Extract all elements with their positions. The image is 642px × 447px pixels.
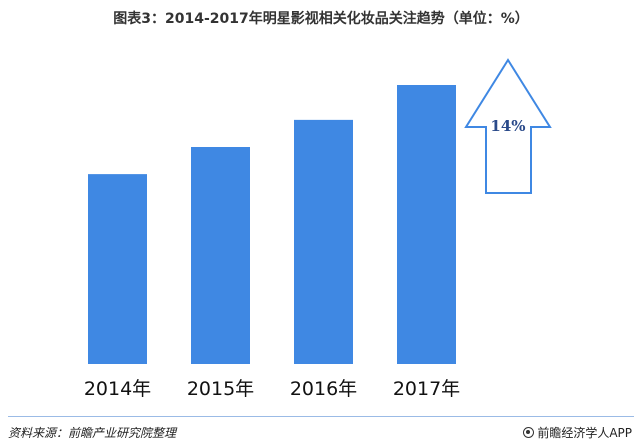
footer-divider: [8, 416, 634, 417]
brand-logo-icon: [523, 427, 535, 438]
x-axis-labels: 2014年 2015年 2016年 2017年: [84, 378, 460, 400]
brand-credit: 前瞻经济学人APP: [523, 424, 632, 441]
growth-rate-label: 14%: [490, 117, 525, 135]
bar-group: [88, 85, 456, 364]
growth-annotation: 14%: [464, 58, 552, 194]
chart-title: 图表3：2014-2017年明星影视相关化妆品关注趋势（单位：%）: [113, 11, 529, 27]
bar-2: [294, 119, 353, 364]
source-note: 资料来源：前瞻产业研究院整理: [8, 426, 177, 440]
brand-label: 前瞻经济学人APP: [537, 426, 632, 440]
x-tick-label-2: 2016年: [290, 378, 357, 400]
bar-3: [397, 85, 456, 364]
up-arrow-icon: [464, 58, 552, 194]
x-tick-label-1: 2015年: [187, 378, 254, 400]
bar-0: [88, 174, 147, 364]
bar-1: [191, 147, 250, 364]
x-tick-label-0: 2014年: [84, 378, 151, 400]
x-tick-label-3: 2017年: [393, 378, 460, 400]
